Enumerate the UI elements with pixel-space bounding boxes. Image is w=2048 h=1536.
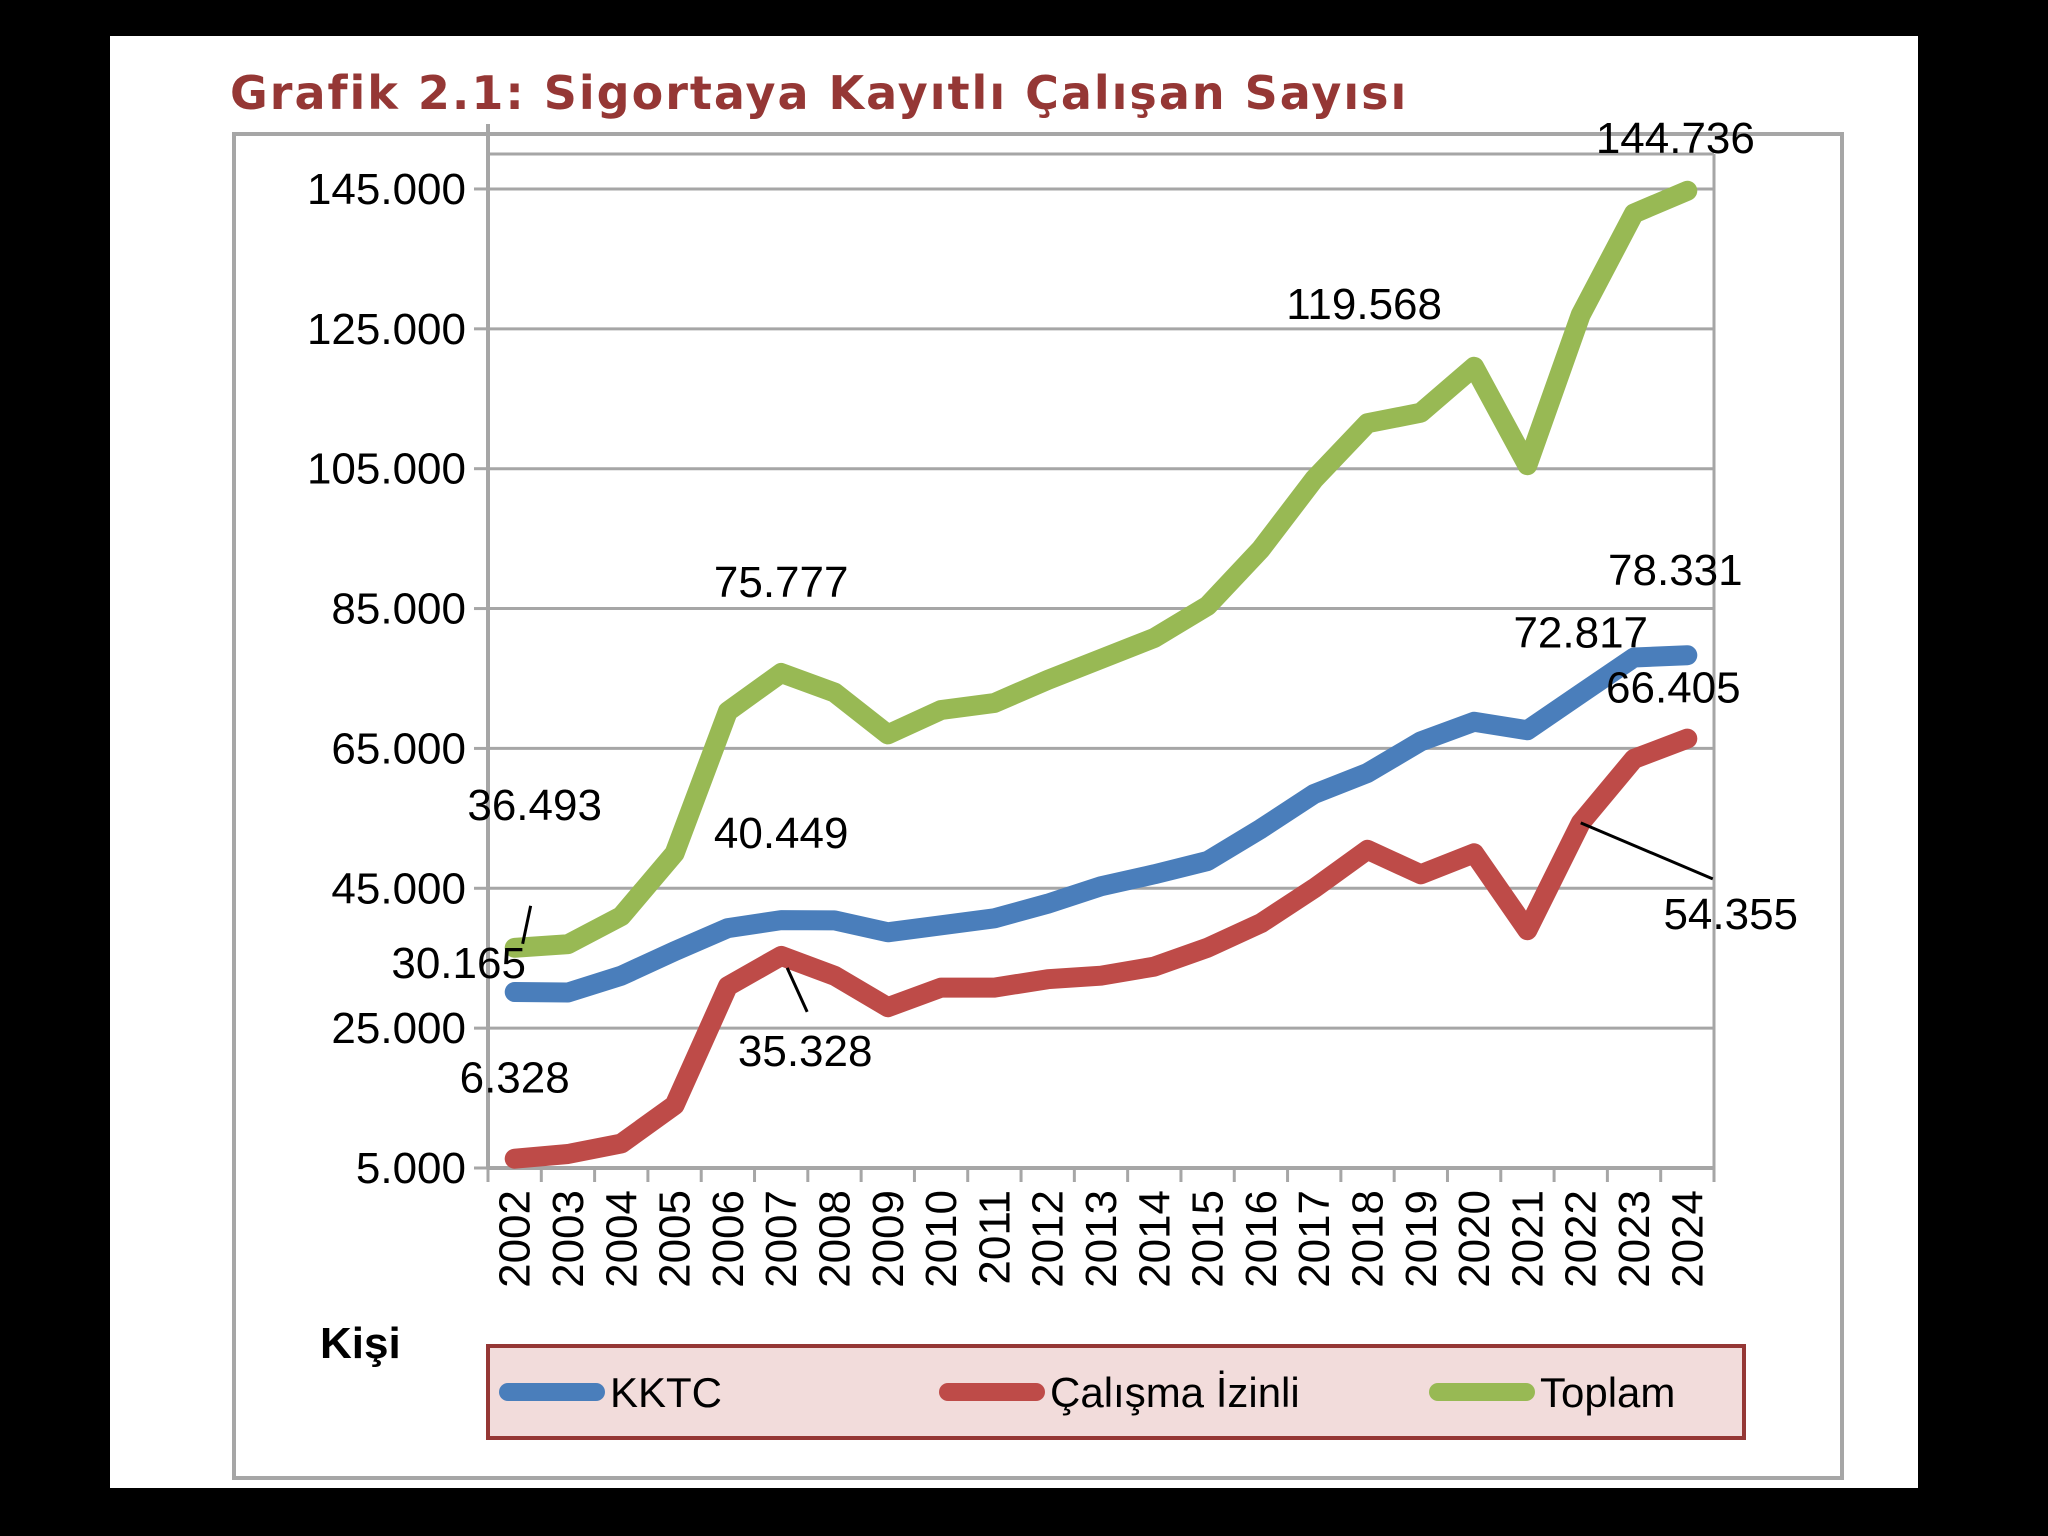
x-tick-label: 2024 (1663, 1190, 1712, 1288)
y-tick-label: 5.000 (356, 1144, 466, 1193)
y-tick-label: 145.000 (307, 165, 466, 214)
x-tick-label: 2019 (1397, 1190, 1446, 1288)
series-line--al-ma-i-zinli (504, 728, 1698, 1169)
chart-page: Grafik 2.1: Sigortaya Kayıtlı Çalışan Sa… (110, 36, 1918, 1488)
series-line-toplam (504, 180, 1698, 958)
x-tick-label: 2011 (970, 1190, 1019, 1285)
data-label: 35.328 (738, 1027, 873, 1076)
data-label: 66.405 (1606, 664, 1741, 713)
gridlines (488, 152, 1716, 1170)
data-label: 72.817 (1513, 609, 1648, 658)
chart-title: Grafik 2.1: Sigortaya Kayıtlı Çalışan Sa… (230, 66, 1409, 120)
x-tick-label: 2021 (1503, 1190, 1552, 1288)
series-lines (504, 180, 1698, 1169)
x-tick-label: 2012 (1024, 1190, 1073, 1288)
legend-label: Toplam (1540, 1369, 1675, 1416)
y-tick-label: 65.000 (331, 724, 466, 773)
x-tick-label: 2015 (1184, 1190, 1233, 1288)
y-tick-label: 85.000 (331, 585, 466, 634)
data-label: 36.493 (467, 781, 602, 830)
x-tick-label: 2020 (1450, 1190, 1499, 1288)
x-tick-label: 2005 (651, 1190, 700, 1288)
x-tick-label: 2002 (491, 1190, 540, 1288)
x-tick-label: 2007 (757, 1190, 806, 1288)
x-tick-label: 2003 (544, 1190, 593, 1288)
y-tick-label: 125.000 (307, 305, 466, 354)
chart-frame (232, 132, 1844, 1480)
data-label: 40.449 (714, 809, 849, 858)
legend: KKTC Çalışma İzinli Toplam (486, 1344, 1746, 1440)
legend-label: KKTC (610, 1369, 722, 1416)
x-tick-label: 2018 (1344, 1190, 1393, 1288)
x-tick-label: 2010 (917, 1190, 966, 1288)
x-tick-label: 2022 (1557, 1190, 1606, 1288)
x-tick-label: 2009 (864, 1190, 913, 1288)
y-axis-unit-label: Kişi (320, 1319, 401, 1368)
y-tick-label: 45.000 (331, 864, 466, 913)
x-tick-label: 2017 (1290, 1190, 1339, 1288)
x-tick-label: 2006 (704, 1190, 753, 1288)
x-tick-label: 2023 (1610, 1190, 1659, 1288)
legend-label: Çalışma İzinli (1050, 1369, 1300, 1416)
data-label-leader (521, 905, 533, 945)
data-label-leader (1580, 821, 1714, 881)
series-line-kktc (504, 645, 1698, 1003)
data-label: 119.568 (1286, 280, 1442, 329)
y-tick-label: 25.000 (331, 1004, 466, 1053)
x-tick-label: 2004 (597, 1190, 646, 1288)
data-label: 144.736 (1596, 114, 1755, 163)
data-label-leader (785, 967, 809, 1013)
data-label: 6.328 (460, 1054, 570, 1103)
line-chart: 5.000 25.000 45.000 65.000 85.000 105.000 125.… (307, 114, 1798, 1440)
data-label: 78.331 (1608, 546, 1743, 595)
x-tick-label: 2013 (1077, 1190, 1126, 1288)
axes: 5.000 25.000 45.000 65.000 85.000 105.000 125.… (307, 124, 1716, 1288)
x-tick-label: 2016 (1237, 1190, 1286, 1288)
x-tick-label: 2008 (810, 1190, 859, 1288)
data-label: 30.165 (391, 939, 526, 988)
x-tick-label: 2014 (1130, 1190, 1179, 1288)
data-label: 75.777 (714, 558, 849, 607)
data-label: 54.355 (1663, 890, 1798, 939)
data-labels: 36.493 75.777 119.568 144.736 30.165 40.449 72… (391, 114, 1798, 1103)
y-tick-label: 105.000 (307, 445, 466, 494)
